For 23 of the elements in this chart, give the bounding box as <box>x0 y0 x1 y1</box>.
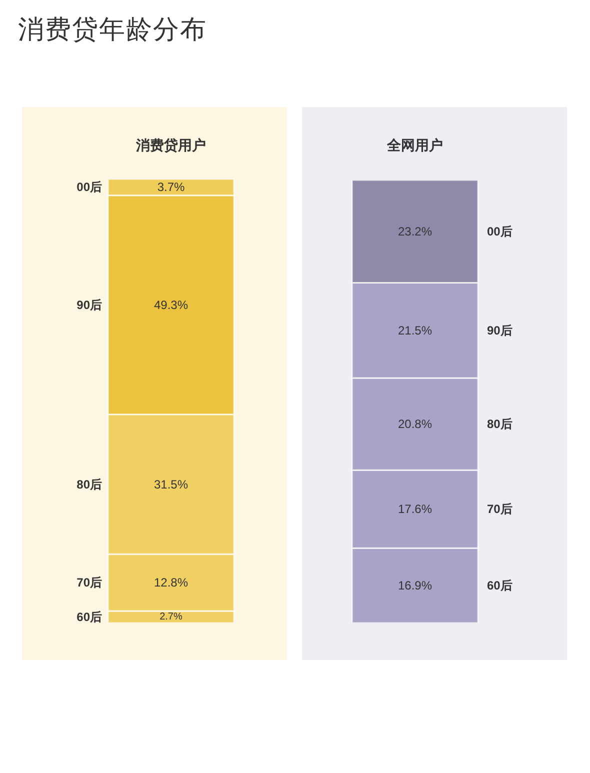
chart-title: 全网用户 <box>386 137 444 155</box>
series-label: 80后 <box>487 417 512 432</box>
series-label: 70后 <box>487 502 512 516</box>
chart-title: 消费贷用户 <box>135 137 207 155</box>
data-label: 16.9% <box>398 578 432 593</box>
series-label: 90后 <box>76 298 102 312</box>
series-label: 70后 <box>76 576 102 590</box>
data-label: 23.2% <box>398 224 432 238</box>
data-label: 31.5% <box>154 477 188 492</box>
series-label: 90后 <box>487 323 512 338</box>
series-label: 60后 <box>487 578 512 593</box>
data-label: 17.6% <box>398 502 432 516</box>
data-label: 12.8% <box>154 576 188 590</box>
data-label: 21.5% <box>398 323 432 338</box>
data-label: 49.3% <box>154 298 188 312</box>
series-label: 60后 <box>76 610 102 624</box>
series-label: 80后 <box>76 477 102 492</box>
data-label: 2.7% <box>160 612 183 623</box>
series-label: 00后 <box>76 180 102 194</box>
series-label: 00后 <box>487 224 512 238</box>
data-label: 3.7% <box>157 180 185 194</box>
data-label: 20.8% <box>398 417 432 432</box>
text: 消费贷年龄分布 <box>18 13 207 46</box>
